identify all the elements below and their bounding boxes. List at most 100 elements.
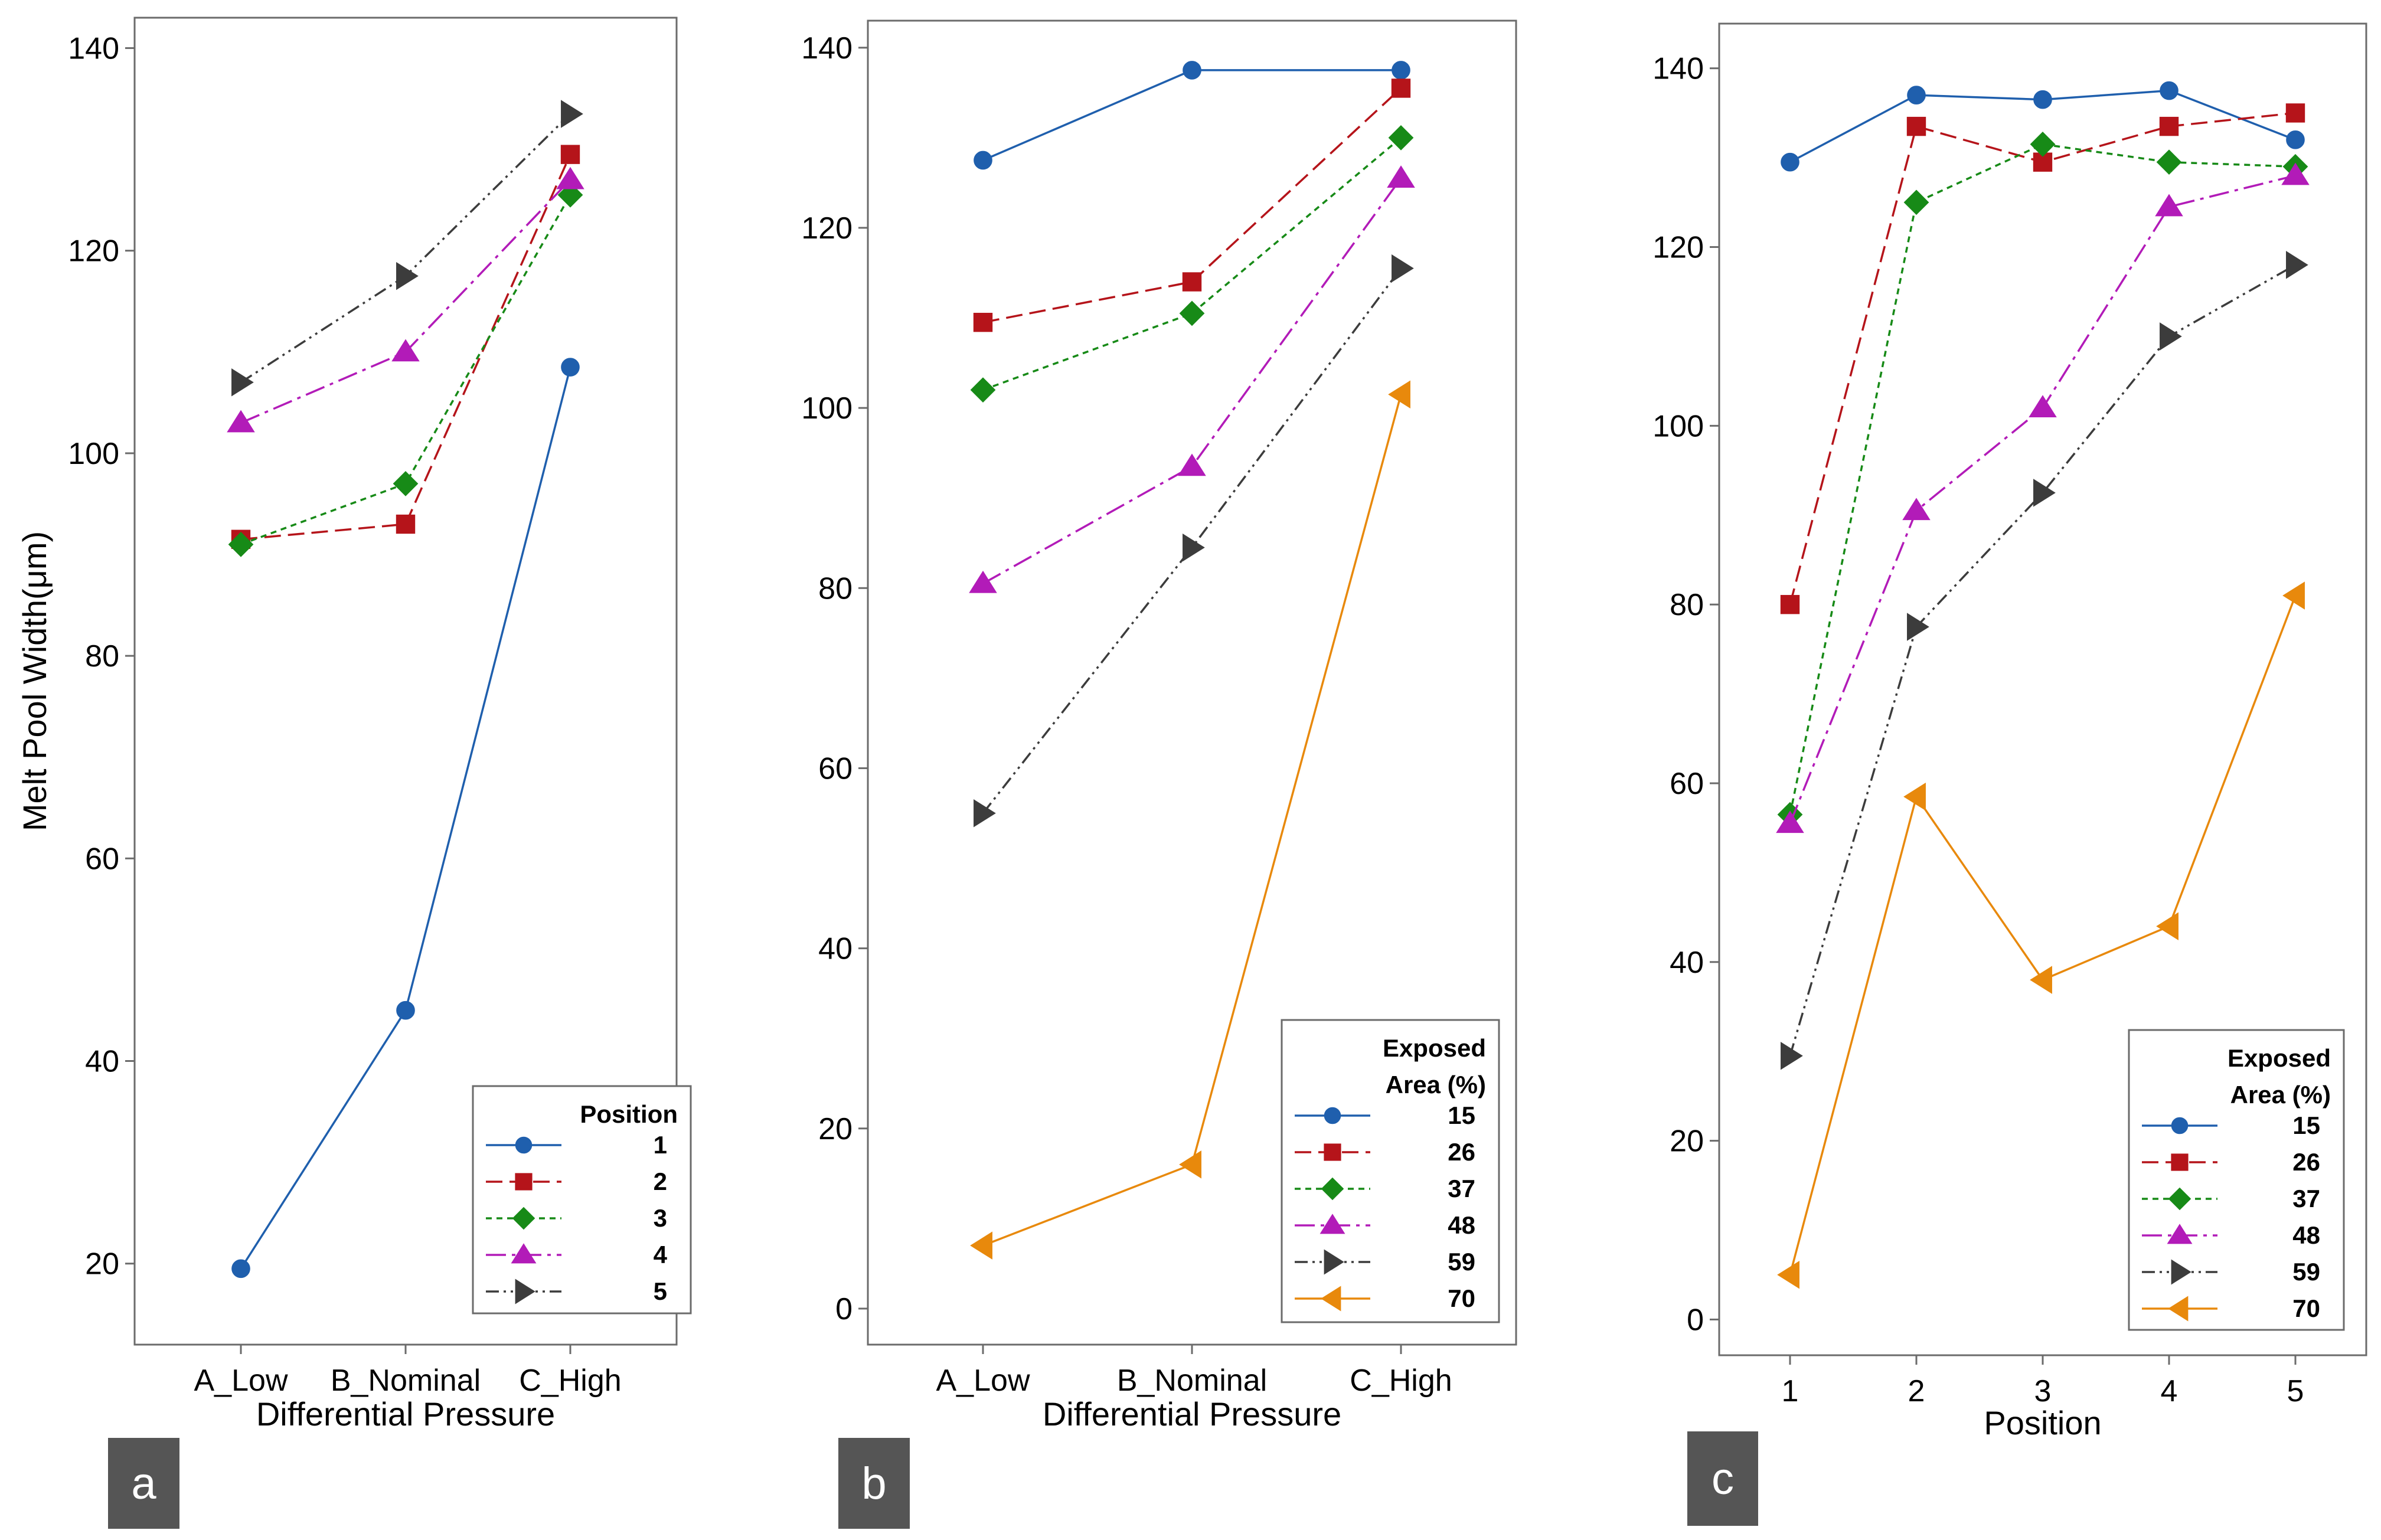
legend-entry-label: 5 [654,1277,667,1305]
x-axis-title: Differential Pressure [256,1395,555,1433]
data-point [1388,380,1410,408]
legend-box [472,1085,692,1315]
data-point [1781,152,1799,172]
data-point [2156,912,2178,940]
data-point [1391,79,1411,98]
legend-marker [2171,1117,2189,1134]
series-59 [1781,251,2308,1070]
legend-entry-label: 37 [2292,1185,2320,1212]
y-tick-label: 120 [801,211,853,246]
legend-marker [1324,1249,1344,1275]
y-axis-title: Melt Pool Width(μm) [16,531,53,831]
data-point [1781,1042,1803,1070]
data-point [396,261,419,290]
legend-title: Area (%) [1386,1071,1486,1098]
y-tick-label: 140 [68,31,119,66]
data-point [1903,189,1929,215]
legend-entry-label: 15 [2292,1111,2320,1139]
legend-marker [1319,1214,1345,1234]
legend-marker [515,1136,533,1154]
data-point [1907,86,1926,104]
series-70 [1777,581,2305,1289]
legend-marker [512,1207,535,1230]
panel-label-text: a [131,1459,156,1509]
panel-label-c: c [1687,1431,1758,1526]
series-line [982,137,1402,391]
series-line [1789,143,2296,815]
data-point [2030,132,2056,157]
panel-label-a: a [108,1438,179,1529]
panel-label-text: b [861,1459,886,1509]
series-line [982,177,1402,585]
x-axis-title: Differential Pressure [1043,1395,1341,1433]
data-point [969,570,997,593]
panel-label-box [1687,1431,1758,1526]
legend-entry-label: 15 [1448,1101,1475,1129]
data-point [1179,1150,1201,1179]
legend-marker [1324,1143,1341,1161]
legend-marker [515,1279,535,1304]
data-point [973,312,993,332]
legend-marker [511,1243,537,1264]
data-point [2160,322,2182,351]
legend-title: Area (%) [2230,1081,2331,1109]
series-4 [227,166,584,433]
legend-entry-label: 70 [2292,1294,2320,1322]
legend-entry-label: 70 [1448,1284,1475,1312]
data-point [2159,116,2179,136]
series-line [240,179,571,424]
data-point [2033,90,2052,109]
legend-marker [515,1173,533,1191]
panel-label-box [108,1438,179,1529]
data-point [2160,81,2178,100]
panel-label-text: c [1712,1454,1734,1504]
series-37 [1777,132,2308,828]
y-tick-label: 20 [85,1247,119,1281]
data-point [391,339,420,362]
y-tick-label: 100 [801,391,853,426]
y-tick-label: 20 [1670,1124,1704,1159]
y-tick-label: 0 [1687,1303,1704,1337]
legend-title: Position [580,1100,678,1128]
y-tick-label: 120 [68,234,119,269]
series-48 [969,165,1415,593]
panel-label-b: b [838,1438,910,1529]
legend: Position 1 2 3 4 5 [472,1085,692,1315]
x-tick-label: A_Low [936,1364,1030,1398]
data-point [1392,254,1414,283]
y-tick-label: 40 [1670,946,1704,980]
legend-marker [2167,1224,2193,1244]
data-point [1178,453,1206,476]
legend-entry-label: 1 [654,1131,667,1159]
data-point [556,166,584,189]
data-point [2286,251,2308,279]
legend-marker [2168,1187,2191,1211]
data-point [2033,479,2056,507]
legend-entry-label: 37 [1448,1175,1475,1202]
x-tick-label: 1 [1782,1374,1799,1408]
y-tick-label: 80 [85,639,119,673]
legend-entry-label: 26 [2292,1148,2320,1176]
series-59 [974,254,1414,828]
series-15 [974,61,1410,170]
series-5 [231,100,583,397]
data-point [231,368,254,397]
y-tick-label: 40 [818,932,853,966]
data-point [974,799,996,828]
legend-title: Exposed [2228,1044,2331,1072]
y-tick-label: 140 [801,31,853,66]
data-point [1776,810,1804,833]
y-tick-label: 100 [1652,409,1704,443]
x-tick-label: 4 [2161,1374,2178,1408]
data-point [2285,103,2305,123]
data-point [2282,581,2305,610]
legend-entry-label: 26 [1448,1138,1475,1166]
data-point [1780,594,1800,614]
legend-entry-label: 4 [654,1241,668,1268]
data-point [2286,130,2305,149]
y-tick-label: 0 [835,1292,853,1326]
legend-entry-label: 59 [1448,1248,1475,1276]
